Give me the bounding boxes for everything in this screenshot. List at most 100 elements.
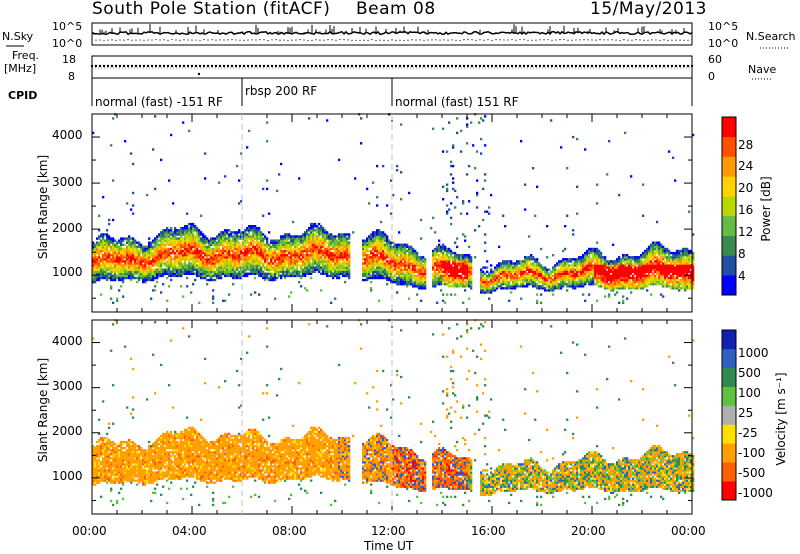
power-cell bbox=[246, 260, 249, 263]
power-cell bbox=[182, 295, 185, 298]
power-cell bbox=[648, 280, 651, 284]
power-cell bbox=[332, 274, 335, 278]
power-cell bbox=[400, 243, 403, 246]
power-cell bbox=[246, 266, 249, 269]
power-cell bbox=[222, 299, 225, 302]
power-cell bbox=[318, 239, 321, 242]
power-cell bbox=[642, 287, 645, 290]
power-cell bbox=[200, 268, 203, 271]
power-cell bbox=[126, 239, 129, 242]
power-cell bbox=[228, 266, 231, 269]
power-cell bbox=[168, 231, 171, 234]
power-cell bbox=[584, 283, 587, 286]
power-cell bbox=[318, 258, 321, 261]
power-cell bbox=[458, 274, 461, 278]
power-cell bbox=[400, 276, 403, 280]
power-cell bbox=[232, 272, 235, 275]
power-cell bbox=[324, 241, 327, 244]
power-cell bbox=[96, 278, 99, 282]
power-cell bbox=[206, 258, 209, 261]
power-cell bbox=[280, 256, 283, 259]
power-cell bbox=[118, 276, 121, 280]
power-cell bbox=[224, 264, 227, 267]
power-cell bbox=[166, 256, 169, 259]
power-cell bbox=[606, 262, 609, 265]
power-cell bbox=[170, 239, 173, 242]
power-cell bbox=[424, 266, 427, 269]
power-cell bbox=[276, 189, 279, 193]
power-cell bbox=[342, 249, 345, 253]
power-cell bbox=[292, 220, 295, 224]
power-cell bbox=[450, 280, 453, 284]
power-cell bbox=[202, 237, 205, 240]
power-cell bbox=[366, 243, 369, 246]
power-cell bbox=[190, 241, 193, 244]
power-cell bbox=[214, 278, 217, 282]
power-cell bbox=[178, 272, 181, 275]
power-cell bbox=[262, 276, 265, 280]
power-cell bbox=[188, 233, 191, 236]
power-cell bbox=[306, 258, 309, 261]
power-cell bbox=[490, 289, 493, 292]
power-cell bbox=[114, 258, 117, 261]
power-cell bbox=[188, 235, 191, 238]
power-cell bbox=[576, 137, 579, 141]
power-cell bbox=[342, 247, 345, 251]
power-cell bbox=[646, 258, 649, 261]
power-cell bbox=[126, 237, 129, 240]
power-cell bbox=[482, 119, 485, 122]
power-cell bbox=[284, 260, 287, 263]
power-cell bbox=[634, 260, 637, 263]
power-cell bbox=[320, 237, 323, 240]
power-cell bbox=[318, 260, 321, 263]
power-cell bbox=[252, 262, 255, 265]
power-cell bbox=[162, 229, 165, 232]
power-cell bbox=[312, 270, 315, 273]
power-cell bbox=[204, 247, 207, 251]
power-cell bbox=[312, 249, 315, 253]
power-cell bbox=[190, 262, 193, 265]
power-cell bbox=[138, 278, 141, 282]
power-cell bbox=[234, 274, 237, 278]
power-cell bbox=[256, 243, 259, 246]
power-cell bbox=[326, 247, 329, 251]
power-cell bbox=[506, 264, 509, 267]
power-cell bbox=[228, 233, 231, 236]
power-cell bbox=[172, 235, 175, 238]
power-cell bbox=[170, 262, 173, 265]
power-cell bbox=[442, 150, 445, 153]
power-cell bbox=[144, 266, 147, 269]
power-cell bbox=[168, 268, 171, 271]
power-cell bbox=[638, 280, 641, 284]
power-cell bbox=[292, 235, 295, 238]
power-cell bbox=[590, 264, 593, 267]
power-cell bbox=[646, 285, 649, 288]
power-cell bbox=[630, 258, 633, 261]
power-cell bbox=[116, 256, 119, 259]
power-cell bbox=[454, 270, 457, 273]
power-cell bbox=[570, 268, 573, 271]
power-cell bbox=[502, 276, 505, 280]
power-cell bbox=[556, 280, 559, 284]
power-cell bbox=[236, 233, 239, 236]
power-cell bbox=[140, 245, 143, 249]
power-cell bbox=[254, 245, 257, 249]
power-cell bbox=[588, 262, 591, 265]
power-cell bbox=[140, 272, 143, 275]
power-cell bbox=[624, 270, 627, 273]
power-cell bbox=[510, 287, 513, 290]
power-cell bbox=[334, 237, 337, 240]
power-cell bbox=[250, 262, 253, 265]
power-cell bbox=[158, 262, 161, 265]
power-cell bbox=[210, 239, 213, 242]
power-cell bbox=[422, 270, 425, 273]
power-cell bbox=[106, 266, 109, 269]
power-cell bbox=[616, 258, 619, 261]
power-cell bbox=[592, 258, 595, 261]
power-cell bbox=[580, 270, 583, 273]
power-cell bbox=[92, 268, 95, 271]
power-cell bbox=[146, 249, 149, 253]
power-cell bbox=[174, 237, 177, 240]
power-cell bbox=[644, 276, 647, 280]
power-cell bbox=[218, 254, 221, 257]
